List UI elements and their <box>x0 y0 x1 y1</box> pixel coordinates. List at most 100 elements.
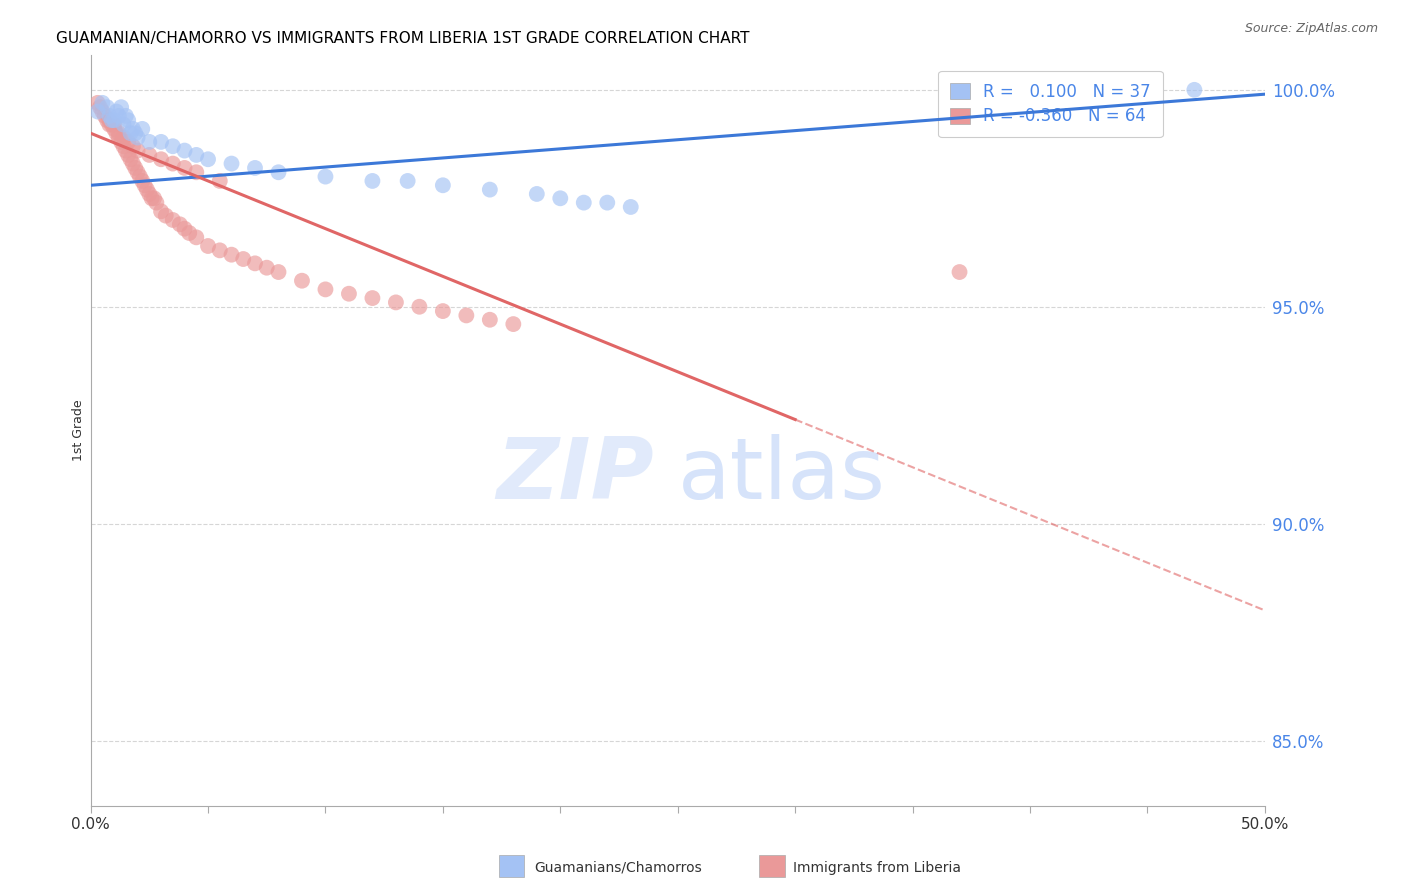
Point <box>98 109 121 123</box>
Point <box>243 256 266 270</box>
Point <box>112 130 135 145</box>
Point <box>107 130 129 145</box>
Point <box>150 153 173 167</box>
Point <box>162 156 184 170</box>
Point <box>120 126 142 140</box>
Point <box>150 204 173 219</box>
Point <box>105 126 128 140</box>
Point <box>267 265 290 279</box>
Point <box>107 109 129 123</box>
Point <box>86 104 108 119</box>
Point <box>86 95 108 110</box>
Point <box>173 161 195 175</box>
Point <box>173 144 195 158</box>
Point <box>143 191 166 205</box>
Point <box>103 113 125 128</box>
Legend: R =   0.100   N = 37, R = -0.360   N = 64: R = 0.100 N = 37, R = -0.360 N = 64 <box>938 71 1163 137</box>
Point <box>256 260 278 275</box>
Point <box>100 118 122 132</box>
Point <box>208 244 231 258</box>
Point <box>107 126 129 140</box>
Point <box>100 113 122 128</box>
Point <box>110 100 132 114</box>
Point <box>162 213 184 227</box>
Point <box>550 191 572 205</box>
Text: ZIP: ZIP <box>496 434 654 516</box>
Point <box>291 274 314 288</box>
Point <box>314 169 336 184</box>
Point <box>173 221 195 235</box>
Point <box>155 209 177 223</box>
Point <box>478 183 501 197</box>
Point <box>572 195 595 210</box>
Point <box>112 118 135 132</box>
Point <box>89 100 111 114</box>
Point <box>243 161 266 175</box>
Point <box>186 165 208 179</box>
Point <box>337 286 360 301</box>
Point <box>221 156 243 170</box>
Point <box>91 104 114 119</box>
Point <box>432 178 454 193</box>
Point <box>138 186 160 201</box>
Point <box>124 161 146 175</box>
Point <box>115 109 138 123</box>
Point <box>127 165 149 179</box>
Point <box>117 135 139 149</box>
Point <box>620 200 643 214</box>
Point <box>117 148 139 162</box>
Point <box>127 144 149 158</box>
Point <box>138 135 160 149</box>
Point <box>124 126 146 140</box>
Point <box>127 130 149 145</box>
Point <box>408 300 430 314</box>
Point <box>98 113 121 128</box>
Point <box>122 139 145 153</box>
Point <box>179 226 201 240</box>
Point <box>478 312 501 326</box>
Point <box>267 165 290 179</box>
Point <box>162 139 184 153</box>
Text: Source: ZipAtlas.com: Source: ZipAtlas.com <box>1244 22 1378 36</box>
Point <box>221 248 243 262</box>
Point <box>131 121 153 136</box>
Point <box>112 139 135 153</box>
Point <box>526 186 548 201</box>
Point <box>136 183 159 197</box>
Point <box>197 239 219 253</box>
Point <box>314 282 336 296</box>
Point <box>110 135 132 149</box>
Point <box>103 121 125 136</box>
Point <box>129 169 152 184</box>
Text: Guamanians/Chamorros: Guamanians/Chamorros <box>534 861 702 875</box>
Text: Immigrants from Liberia: Immigrants from Liberia <box>793 861 960 875</box>
Point <box>117 113 139 128</box>
Point <box>134 178 156 193</box>
Point <box>385 295 408 310</box>
Point <box>186 230 208 244</box>
Point <box>361 174 384 188</box>
Point <box>120 153 142 167</box>
Point <box>131 174 153 188</box>
Point <box>1182 83 1205 97</box>
Point <box>96 100 118 114</box>
Point <box>232 252 254 266</box>
Point <box>96 113 118 128</box>
Point <box>98 118 121 132</box>
Point <box>115 144 138 158</box>
Point <box>948 265 970 279</box>
Point <box>103 118 125 132</box>
Point <box>186 148 208 162</box>
Point <box>208 174 231 188</box>
Point <box>91 95 114 110</box>
Point <box>432 304 454 318</box>
Point <box>93 109 115 123</box>
Text: atlas: atlas <box>678 434 886 516</box>
Point <box>361 291 384 305</box>
Point <box>141 191 163 205</box>
Point <box>122 121 145 136</box>
Point <box>122 156 145 170</box>
Text: GUAMANIAN/CHAMORRO VS IMMIGRANTS FROM LIBERIA 1ST GRADE CORRELATION CHART: GUAMANIAN/CHAMORRO VS IMMIGRANTS FROM LI… <box>56 31 749 46</box>
Point <box>150 135 173 149</box>
Point <box>138 148 160 162</box>
